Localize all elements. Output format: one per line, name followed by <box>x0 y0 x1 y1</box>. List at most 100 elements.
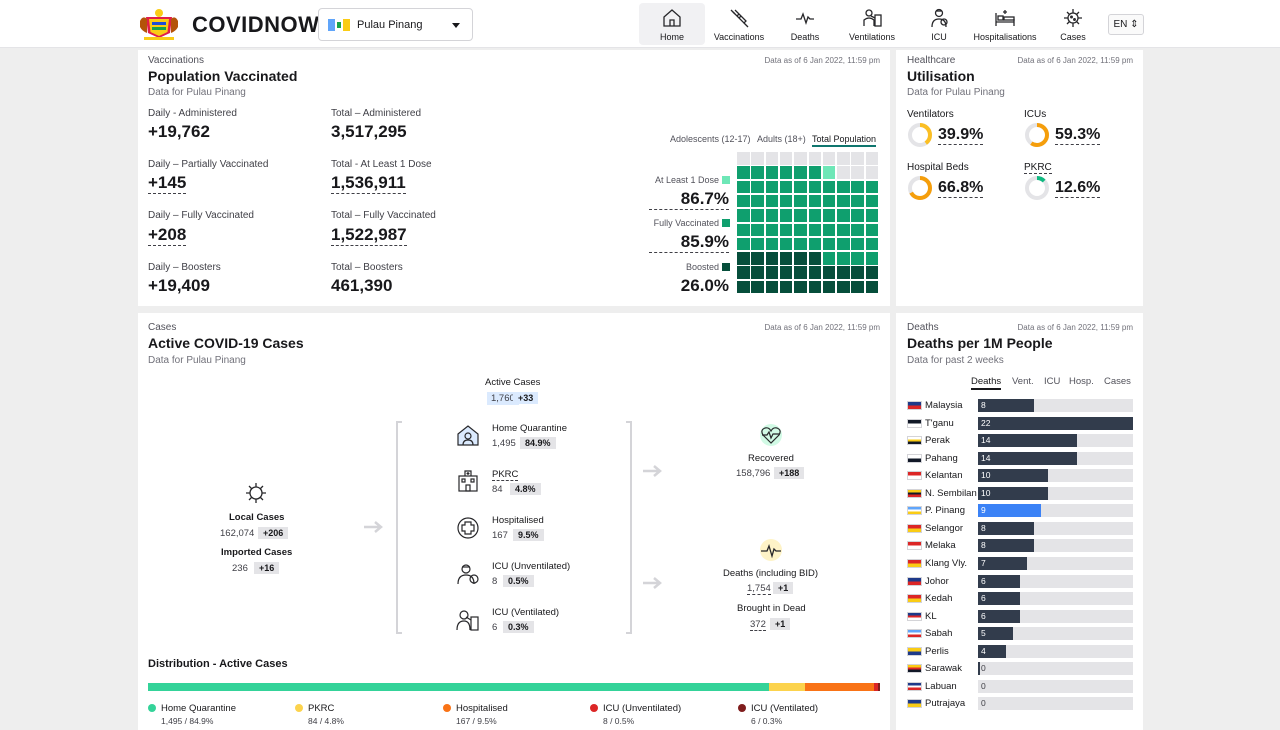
deaths-bar-track[interactable]: 0 <box>978 697 1133 711</box>
waffle-cell <box>737 266 750 279</box>
deaths-value[interactable]: 1,754 <box>747 583 771 595</box>
stat-label: Total – Boosters <box>331 262 403 273</box>
deaths-bar-track[interactable]: 6 <box>978 609 1133 623</box>
utilisation-value[interactable]: 39.9% <box>938 126 984 145</box>
distribution-segment[interactable] <box>769 683 805 691</box>
state-select[interactable]: Pulau Pinang <box>318 8 473 41</box>
waffle-cell <box>837 194 850 208</box>
waffle-cell <box>837 280 850 294</box>
stat-value[interactable]: +145 <box>148 173 187 194</box>
deaths-bar-track[interactable]: 5 <box>978 627 1133 641</box>
stat-value[interactable]: 1,522,987 <box>331 225 407 246</box>
deaths-bar <box>978 416 1133 430</box>
state-name: Perak <box>925 435 950 447</box>
nav-hospitalisations[interactable]: Hospitalisations <box>972 3 1038 45</box>
nav-icu[interactable]: ICU <box>906 3 972 45</box>
card-eyebrow: Deaths <box>907 322 939 333</box>
deaths-bar-track[interactable]: 6 <box>978 592 1133 606</box>
deaths-bar-track[interactable]: 6 <box>978 574 1133 588</box>
tab-adults[interactable]: Adults (18+) <box>757 134 806 144</box>
tab-total-population[interactable]: Total Population <box>812 134 877 147</box>
deaths-bar <box>978 399 1035 412</box>
deaths-bar-track[interactable]: 9 <box>978 504 1133 518</box>
waffle-cell <box>751 280 764 294</box>
utilisation-value[interactable]: 59.3% <box>1055 126 1101 145</box>
deaths-bar-track[interactable]: 10 <box>978 486 1133 500</box>
nav-deaths[interactable]: Deaths <box>772 3 838 45</box>
tab-deaths[interactable]: Deaths <box>971 376 1002 390</box>
stat-value[interactable]: 1,536,911 <box>331 173 406 194</box>
dose-value[interactable]: 86.7% <box>649 189 729 210</box>
waffle-cell <box>765 209 779 222</box>
deaths-bar-track[interactable]: 10 <box>978 469 1133 483</box>
breakdown-label: Hospitalised <box>492 515 544 526</box>
waffle-cell <box>779 152 793 165</box>
bid-value[interactable]: 372 <box>750 619 766 631</box>
tab-cases[interactable]: Cases <box>1104 376 1131 387</box>
tab-icu[interactable]: ICU <box>1044 376 1061 387</box>
distribution-segment[interactable] <box>148 683 770 691</box>
stat-value[interactable]: +208 <box>148 225 187 246</box>
tab-vent[interactable]: Vent. <box>1012 376 1034 387</box>
legend-swatch <box>722 219 730 227</box>
deaths-bar-track[interactable]: 8 <box>978 539 1133 553</box>
deaths-bar-track[interactable]: 14 <box>978 451 1133 465</box>
distribution-segment[interactable] <box>874 683 878 691</box>
legend-dot <box>738 704 746 712</box>
waffle-cell <box>808 194 821 208</box>
utilisation-ring <box>908 123 932 147</box>
card-subtitle: Data for Pulau Pinang <box>148 355 246 366</box>
card-eyebrow: Healthcare <box>907 55 956 66</box>
deaths-bar <box>978 556 1028 570</box>
waffle-cell <box>737 223 750 236</box>
state-flag-icon <box>907 418 922 428</box>
waffle-cell <box>751 194 764 208</box>
waffle-cell <box>837 252 850 265</box>
nav-vaccinations[interactable]: Vaccinations <box>706 3 772 45</box>
deaths-bar-track[interactable]: 7 <box>978 556 1133 570</box>
utilisation-value[interactable]: 12.6% <box>1055 179 1101 198</box>
deaths-bar-value: 10 <box>981 470 991 481</box>
deaths-bar-track[interactable]: 0 <box>978 679 1133 693</box>
waffle-cell <box>808 266 821 279</box>
deaths-bar-track[interactable]: 8 <box>978 399 1133 412</box>
breakdown-label[interactable]: PKRC <box>492 469 519 481</box>
waffle-cell <box>737 194 750 208</box>
dose-value[interactable]: 85.9% <box>649 232 729 253</box>
deaths-bar-track[interactable]: 4 <box>978 644 1133 658</box>
state-name: Malaysia <box>925 400 963 411</box>
waffle-cell <box>865 237 879 251</box>
utilisation-ring <box>1025 176 1049 200</box>
distribution-segment[interactable] <box>804 683 875 691</box>
recovered-delta: +188 <box>774 467 805 479</box>
deaths-bar-value: 8 <box>981 540 986 551</box>
utilisation-label[interactable]: PKRC <box>1024 162 1052 174</box>
nav-cases[interactable]: Cases <box>1040 3 1106 45</box>
deaths-bar-track[interactable]: 0 <box>978 662 1133 676</box>
distribution-segment[interactable] <box>877 683 880 691</box>
tab-adolescents[interactable]: Adolescents (12-17) <box>670 134 751 144</box>
nav-ventilations[interactable]: Ventilations <box>839 3 905 45</box>
deaths-bar-track[interactable]: 14 <box>978 434 1133 448</box>
waffle-cell <box>865 266 879 279</box>
malaysia-crest-logo[interactable] <box>138 7 180 41</box>
utilisation-value[interactable]: 66.8% <box>938 179 984 198</box>
language-select[interactable]: EN ⇕ <box>1108 14 1144 35</box>
state-name: P. Pinang <box>925 505 965 517</box>
stat-value: 3,517,295 <box>331 122 407 141</box>
state-name: KL <box>925 610 937 622</box>
top-header: COVIDNOW Pulau Pinang Home Vaccinations … <box>0 0 1280 48</box>
card-title: Population Vaccinated <box>148 68 298 84</box>
waffle-cell <box>808 166 821 179</box>
legend-value: 1,495 / 84.9% <box>161 716 214 726</box>
deaths-bar-track[interactable]: 22 <box>978 416 1133 430</box>
deaths-bar-track[interactable]: 8 <box>978 521 1133 535</box>
deaths-bar-value: 8 <box>981 400 986 410</box>
nav-home[interactable]: Home <box>639 3 705 45</box>
brand-name[interactable]: COVIDNOW <box>192 12 320 37</box>
state-flag-icon <box>907 541 922 551</box>
tab-hosp[interactable]: Hosp. <box>1069 376 1094 387</box>
stat-label: Daily – Partially Vaccinated <box>148 159 269 170</box>
waffle-cell <box>794 237 807 251</box>
breakdown-pct: 0.3% <box>503 621 534 633</box>
